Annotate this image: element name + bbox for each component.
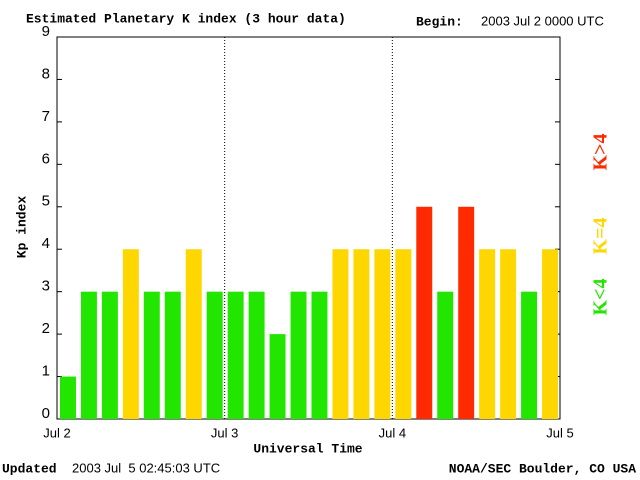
bar bbox=[80, 291, 97, 419]
begin-date: 2003 Jul 2 0000 UTC bbox=[481, 13, 604, 28]
x-tick-label: Jul 5 bbox=[546, 425, 573, 440]
bar bbox=[500, 249, 517, 419]
bar bbox=[458, 206, 475, 419]
bar bbox=[101, 291, 118, 419]
begin-label: Begin: bbox=[416, 14, 463, 29]
bar bbox=[248, 291, 265, 419]
bar bbox=[437, 291, 454, 419]
y-tick-label: 9 bbox=[42, 23, 50, 40]
legend-entry: K=4 bbox=[590, 218, 612, 255]
bar bbox=[479, 249, 496, 419]
legend-entry: K>4 bbox=[590, 134, 612, 171]
y-tick-label: 2 bbox=[42, 320, 50, 337]
bar bbox=[374, 249, 391, 419]
bar bbox=[269, 334, 286, 419]
x-axis-label: Universal Time bbox=[253, 441, 362, 456]
bar bbox=[164, 291, 181, 419]
bar bbox=[290, 291, 307, 419]
y-tick-label: 8 bbox=[42, 65, 50, 82]
plot-frame bbox=[56, 36, 561, 420]
bar bbox=[122, 249, 139, 419]
bar bbox=[227, 291, 244, 419]
y-tick-label: 6 bbox=[42, 150, 50, 167]
bar bbox=[185, 249, 202, 419]
y-axis-label: Kp index bbox=[14, 196, 29, 259]
bar bbox=[542, 249, 558, 419]
legend-entry: K<4 bbox=[590, 279, 612, 316]
bar bbox=[521, 291, 538, 419]
y-tick-label: 4 bbox=[42, 235, 50, 252]
y-tick-label: 3 bbox=[42, 278, 50, 295]
x-tick-label: Jul 3 bbox=[211, 425, 238, 440]
x-tick-label: Jul 4 bbox=[379, 425, 406, 440]
y-tick-label: 1 bbox=[42, 363, 50, 380]
y-tick-label: 0 bbox=[42, 405, 50, 422]
source: NOAA/SEC Boulder, CO USA bbox=[449, 461, 636, 476]
updated-label: Updated bbox=[2, 461, 57, 476]
y-tick-label: 5 bbox=[42, 193, 50, 210]
y-tick-label: 7 bbox=[42, 108, 50, 125]
bar bbox=[311, 291, 328, 419]
x-tick-label: Jul 2 bbox=[43, 425, 70, 440]
bar bbox=[143, 291, 160, 419]
bar bbox=[395, 249, 412, 419]
bar bbox=[353, 249, 370, 419]
bar bbox=[332, 249, 349, 419]
updated-date: 2003 Jul 5 02:45:03 UTC bbox=[72, 460, 220, 475]
bar bbox=[60, 376, 76, 419]
bar bbox=[206, 291, 223, 419]
bar bbox=[416, 206, 433, 419]
chart-title: Estimated Planetary K index (3 hour data… bbox=[26, 11, 346, 26]
